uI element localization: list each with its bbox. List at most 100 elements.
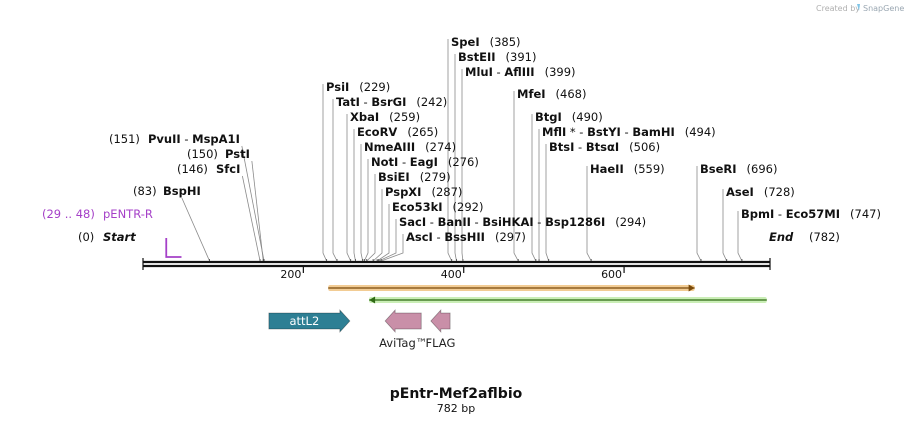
feature-flag-arrow[interactable] [430, 308, 451, 334]
enzyme-name-part: * - [566, 125, 587, 139]
start-position: (0) [78, 230, 94, 244]
feature-avitag[interactable]: AviTag™ [379, 308, 427, 350]
feature-avitag-arrow[interactable] [384, 308, 422, 334]
enzyme-label-asei[interactable]: AseI [726, 185, 754, 199]
enzyme-position-bsteii: (391) [506, 50, 537, 64]
enzyme-name-part: SacI [399, 215, 426, 229]
leader-line-spei [447, 39, 453, 262]
enzyme-name-part: BstYI [587, 125, 621, 139]
enzyme-position-noti: (276) [448, 155, 479, 169]
enzyme-label-mfei[interactable]: MfeI [517, 87, 546, 101]
enzyme-position-mfli: (494) [685, 125, 716, 139]
enzyme-position-psti: (150) [187, 147, 218, 161]
enzyme-label-btgi[interactable]: BtgI [535, 110, 562, 124]
leader-line-sfci [241, 175, 261, 262]
leader-line-bsphi [181, 197, 210, 262]
enzyme-name-part: AseI [726, 185, 754, 199]
feature-attl2[interactable]: attL2 [268, 308, 351, 334]
enzyme-label-psti[interactable]: PstI [225, 147, 250, 161]
enzyme-name-part: AscI [406, 230, 433, 244]
enzyme-position-haeii: (559) [634, 162, 665, 176]
enzyme-position-mlui: (399) [545, 65, 576, 79]
enzyme-name-part: SfcI [216, 162, 240, 176]
enzyme-name-part: BspHI [163, 184, 201, 198]
scale-ticks: 200 400 600 [280, 267, 625, 281]
leader-line-bsiei [366, 174, 376, 262]
enzyme-label-xbai[interactable]: XbaI [350, 110, 379, 124]
credit: Created by SnapGene [816, 4, 904, 13]
enzyme-position-pspxi: (287) [431, 185, 462, 199]
enzyme-name-part: Eco57MI [786, 207, 840, 221]
enzyme-name-part: BanII [438, 215, 471, 229]
enzyme-position-eco53ki: (292) [453, 200, 484, 214]
primer-position: (29 .. 48) [42, 207, 95, 221]
enzyme-position-ecorv: (265) [407, 125, 438, 139]
enzyme-label-mfli[interactable]: MflI * - BstYI - BamHI [542, 125, 675, 139]
enzyme-label-psii[interactable]: PsiI [326, 80, 349, 94]
feature-flag[interactable]: FLAG [426, 308, 456, 350]
orf-orange[interactable] [328, 284, 695, 292]
leader-line-bseri [696, 166, 702, 262]
enzyme-name-part: PstI [225, 147, 250, 161]
enzyme-name-part: - [534, 215, 545, 229]
enzyme-name-part: BssHII [444, 230, 485, 244]
feature-avitag-label: AviTag™ [379, 336, 427, 350]
enzyme-name-part: BstEII [458, 50, 496, 64]
enzyme-label-saci[interactable]: SacI - BanII - BsiHKAI - Bsp1286I [399, 215, 605, 229]
orf-green-arrowhead [369, 296, 376, 304]
enzyme-label-haeii[interactable]: HaeII [590, 162, 624, 176]
enzyme-name-part: - [398, 155, 409, 169]
leader-line-psii [322, 84, 327, 262]
enzyme-position-asci: (297) [495, 230, 526, 244]
primer[interactable]: (29 .. 48) pENTR-R [42, 207, 182, 258]
enzyme-position-spei: (385) [490, 35, 521, 49]
enzyme-label-bsiei[interactable]: BsiEI [378, 170, 410, 184]
feature-attl2-arrow[interactable] [268, 308, 351, 334]
enzyme-name-part: NmeAIII [364, 140, 415, 154]
enzyme-label-pvuii[interactable]: PvuII - MspA1I [148, 132, 240, 146]
primer-arrow[interactable] [165, 238, 182, 258]
enzyme-name-part: BsrGI [371, 95, 406, 109]
enzyme-label-btsi[interactable]: BtsI - BtsαI [549, 140, 619, 154]
enzyme-label-bsteii[interactable]: BstEII [458, 50, 496, 64]
enzyme-label-sfci[interactable]: SfcI [216, 162, 240, 176]
enzyme-name-part: BsiEI [378, 170, 410, 184]
enzyme-name-part: - [181, 132, 192, 146]
leader-lines [181, 39, 743, 262]
plasmid-name: pEntr-Mef2aflbio [390, 386, 523, 402]
end-position: (782) [809, 230, 840, 244]
enzyme-label-mlui[interactable]: MluI - AflIII [465, 65, 535, 79]
enzyme-label-spei[interactable]: SpeI [451, 35, 480, 49]
scale-tick-label: 400 [441, 268, 462, 281]
enzyme-position-sfci: (146) [177, 162, 208, 176]
enzyme-position-nmeaiii: (274) [425, 140, 456, 154]
enzyme-label-pspxi[interactable]: PspXI [385, 185, 421, 199]
enzyme-labels: PvuII - MspA1I (151) PstI (150)SfcI (146) Bsp… [109, 35, 881, 244]
enzyme-name-part: XbaI [350, 110, 379, 124]
enzyme-label-ecorv[interactable]: EcoRV [357, 125, 397, 139]
enzyme-position-asei: (728) [764, 185, 795, 199]
enzyme-name-part: BtgI [535, 110, 562, 124]
enzyme-name-part: BpmI [741, 207, 774, 221]
dna-backbone[interactable] [142, 258, 771, 270]
enzyme-name-part: MspA1I [192, 132, 240, 146]
enzyme-name-part: AflIII [504, 65, 534, 79]
enzyme-label-bpmi[interactable]: BpmI - Eco57MI [741, 207, 840, 221]
plasmid-length: 782 bp [437, 402, 475, 415]
enzyme-label-asci[interactable]: AscI - BssHII [406, 230, 485, 244]
orf-orange-arrowhead [688, 284, 695, 292]
enzyme-name-part: - [621, 125, 632, 139]
enzyme-position-xbai: (259) [389, 110, 420, 124]
primer-label[interactable]: pENTR-R [103, 207, 153, 221]
enzyme-label-noti[interactable]: NotI - EagI [371, 155, 438, 169]
enzyme-label-eco53ki[interactable]: Eco53kI [392, 200, 443, 214]
enzyme-name-part: Eco53kI [392, 200, 443, 214]
enzyme-label-bsphi[interactable]: BspHI [163, 184, 201, 198]
enzyme-name-part: BamHI [632, 125, 674, 139]
enzyme-label-tati[interactable]: TatI - BsrGI [336, 95, 406, 109]
enzyme-name-part: - [471, 215, 482, 229]
enzyme-name-part: MluI [465, 65, 493, 79]
orf-green[interactable] [369, 296, 767, 304]
enzyme-label-nmeaiii[interactable]: NmeAIII [364, 140, 415, 154]
enzyme-label-bseri[interactable]: BseRI [700, 162, 737, 176]
